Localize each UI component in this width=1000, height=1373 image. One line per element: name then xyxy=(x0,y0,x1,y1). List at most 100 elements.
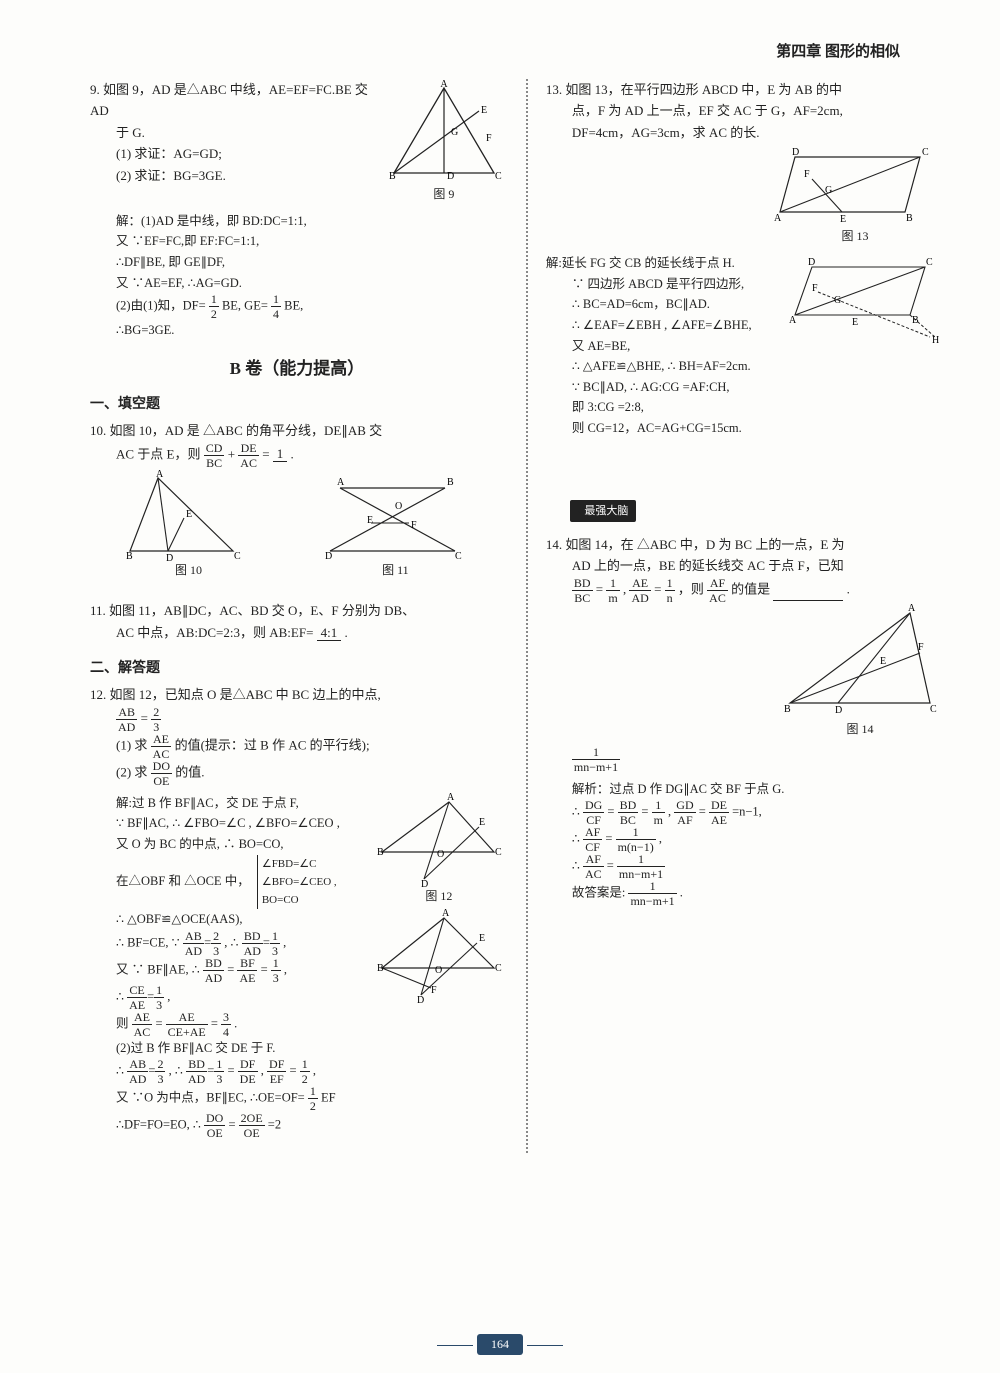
sol-line: (2)过 B 作 BF∥AC 交 DE 于 F. xyxy=(116,1038,374,1059)
text: , ∴ xyxy=(169,1064,183,1078)
figures-10-11: A B C D E 图 10 xyxy=(90,469,504,587)
sol-line: 又 O 为 BC 的中点, ∴ BO=CO, xyxy=(116,834,374,855)
q12-part2: (2) 求 DOOE 的值. xyxy=(90,760,504,787)
q9-sol-line: 又 ∵AE=EF, ∴AG=GD. xyxy=(116,273,504,294)
chapter-header: 第四章 图形的相似 xyxy=(90,40,900,61)
sol-line: 又 ∵O 为中点，BF∥EC, ∴OE=OF= 12 EF xyxy=(116,1085,374,1112)
q14-answer: 1mn−m+1 xyxy=(572,746,940,773)
svg-text:E: E xyxy=(186,509,192,520)
text: AB xyxy=(116,706,137,720)
q12-part1: (1) 求 AEAC 的值(提示：过 B 作 AC 的平行线); xyxy=(90,733,504,760)
text: . xyxy=(345,625,348,640)
question-12: 12. 如图 12，已知点 O 是△ABC 中 BC 边上的中点, ABAD =… xyxy=(90,684,504,1139)
figure-9-caption: 图 9 xyxy=(384,185,504,205)
q14-stem-line: 14. 如图 14，在 △ABC 中，D 为 BC 上的一点，E 为 xyxy=(546,534,940,555)
text: 2 xyxy=(151,706,161,720)
text: 则 xyxy=(116,1016,129,1030)
text: EF xyxy=(321,1091,336,1105)
svg-text:F: F xyxy=(804,169,810,180)
text: ∠FBD=∠C xyxy=(262,855,337,873)
q12-stem-line1: 12. 如图 12，已知点 O 是△ABC 中 BC 边上的中点, xyxy=(90,684,504,705)
text: , xyxy=(284,962,287,976)
text: = xyxy=(262,446,269,461)
question-10: 10. 如图 10，AD 是 △ABC 的角平分线，DE∥AB 交 AC 于点 … xyxy=(90,420,504,586)
svg-text:F: F xyxy=(411,520,417,531)
sol-line: ∴ AFAC = 1mn−m+1 xyxy=(572,853,940,880)
question-11: 11. 如图 11，AB∥DC，AC、BD 交 O，E、F 分别为 DB、 AC… xyxy=(90,600,504,643)
sol-line: ∴ ABAD=23 , ∴ BDAD=13 = DFDE , DFEF = 12… xyxy=(116,1058,374,1085)
svg-text:A: A xyxy=(337,477,345,488)
text: = xyxy=(228,1118,235,1132)
text: BO=CO xyxy=(262,891,337,909)
sol-line: 解:延长 FG 交 CB 的延长线于点 H. xyxy=(546,253,790,274)
q11-stem-line1: 11. 如图 11，AB∥DC，AC、BD 交 O，E、F 分别为 DB、 xyxy=(90,600,504,621)
q10-stem-line1: 10. 如图 10，AD 是 △ABC 的角平分线，DE∥AB 交 xyxy=(90,420,504,441)
svg-text:E: E xyxy=(479,933,485,944)
svg-text:F: F xyxy=(918,642,924,653)
text: 又 ∵O 为中点，BF∥EC, ∴OE=OF= xyxy=(116,1091,305,1105)
sol-line: ∴ △OBF≌△OCE(AAS), xyxy=(116,909,374,930)
svg-text:D: D xyxy=(835,705,842,716)
svg-text:G: G xyxy=(451,127,458,138)
text: (2) 求 xyxy=(116,764,147,779)
sol-line: ∴ ∠EAF=∠EBH , ∠AFE=∠BHE, xyxy=(546,315,790,336)
sol-line: ∴ △AFE≌△BHE, ∴ BH=AF=2cm. xyxy=(546,356,790,377)
q9-stem-line2: 于 G. xyxy=(90,122,384,143)
q9-part1: (1) 求证：AG=GD; xyxy=(90,143,384,164)
text: 1 xyxy=(572,746,620,760)
question-9: 9. 如图 9，AD 是△ABC 中线，AE=EF=FC.BE 交 AD 于 G… xyxy=(90,79,504,341)
q9-sol-line: ∴DF∥BE, 即 GE∥DF, xyxy=(116,252,504,273)
figure-11-caption: 图 11 xyxy=(325,561,465,581)
figure-14: A B C D E F xyxy=(780,608,940,718)
svg-text:C: C xyxy=(455,551,462,562)
svg-text:H: H xyxy=(932,335,939,346)
text: mn−m+1 xyxy=(572,760,620,773)
svg-text:C: C xyxy=(922,147,929,158)
text: , xyxy=(167,989,170,1003)
q13-stem-line: 13. 如图 13，在平行四边形 ABCD 中，E 为 AB 的中 xyxy=(546,79,940,100)
svg-text:D: D xyxy=(808,257,815,268)
text: ∴ xyxy=(572,805,580,819)
svg-text:E: E xyxy=(852,317,858,328)
text: = xyxy=(596,581,603,596)
q14-stem-line: AD 上的一点，BE 的延长线交 AC 于点 F，已知 xyxy=(546,555,940,576)
text: ∴DF=FO=EO, ∴ xyxy=(116,1118,201,1132)
text: = xyxy=(227,1064,234,1078)
sol-line: 又 AE=BE, xyxy=(546,336,790,357)
svg-text:E: E xyxy=(481,105,487,116)
text: = xyxy=(607,805,614,819)
page-root: 第四章 图形的相似 9. 如图 9，AD 是△ABC 中线，AE=EF=FC.B… xyxy=(0,0,1000,1373)
text: = xyxy=(607,859,614,873)
right-column: 13. 如图 13，在平行四边形 ABCD 中，E 为 AB 的中 点，F 为 … xyxy=(526,79,940,1153)
text: = xyxy=(290,1064,297,1078)
svg-text:A: A xyxy=(156,469,164,480)
text: =n−1, xyxy=(732,805,762,819)
sol-line: ∴ BF=CE, ∵ ABAD=23 , ∴ BDAD=13 , xyxy=(116,930,374,957)
text: ，则 xyxy=(678,581,704,596)
svg-text:F: F xyxy=(812,283,818,294)
svg-text:B: B xyxy=(784,704,791,715)
sol-line: ∵ BF∥AC, ∴ ∠FBO=∠C , ∠BFO=∠CEO , xyxy=(116,813,374,834)
text: . xyxy=(291,446,294,461)
figure-12a: A B C O E D xyxy=(379,797,499,885)
svg-text:C: C xyxy=(234,551,241,562)
svg-text:E: E xyxy=(479,817,485,828)
text: ∴ BF=CE, ∵ xyxy=(116,935,180,949)
q12-given-ratio: ABAD = 23 xyxy=(90,706,504,733)
svg-text:C: C xyxy=(495,963,502,974)
svg-text:B: B xyxy=(447,477,454,488)
text: . xyxy=(680,886,683,900)
text: ∴ xyxy=(572,832,580,846)
figure-10-caption: 图 10 xyxy=(128,561,248,581)
text: . xyxy=(234,1016,237,1030)
svg-text:C: C xyxy=(495,847,502,858)
text: ∠BFO=∠CEO , xyxy=(262,873,337,891)
q9-sol-line: ∴BG=3GE. xyxy=(116,320,504,341)
svg-text:B: B xyxy=(126,551,133,562)
text: 又 ∵ BF∥AE, ∴ xyxy=(116,962,200,976)
svg-text:A: A xyxy=(908,603,916,614)
text: ∴ xyxy=(116,989,124,1003)
svg-text:C: C xyxy=(930,704,937,715)
figure-12-caption: 图 12 xyxy=(374,887,504,907)
left-column: 9. 如图 9，AD 是△ABC 中线，AE=EF=FC.BE 交 AD 于 G… xyxy=(90,79,504,1153)
